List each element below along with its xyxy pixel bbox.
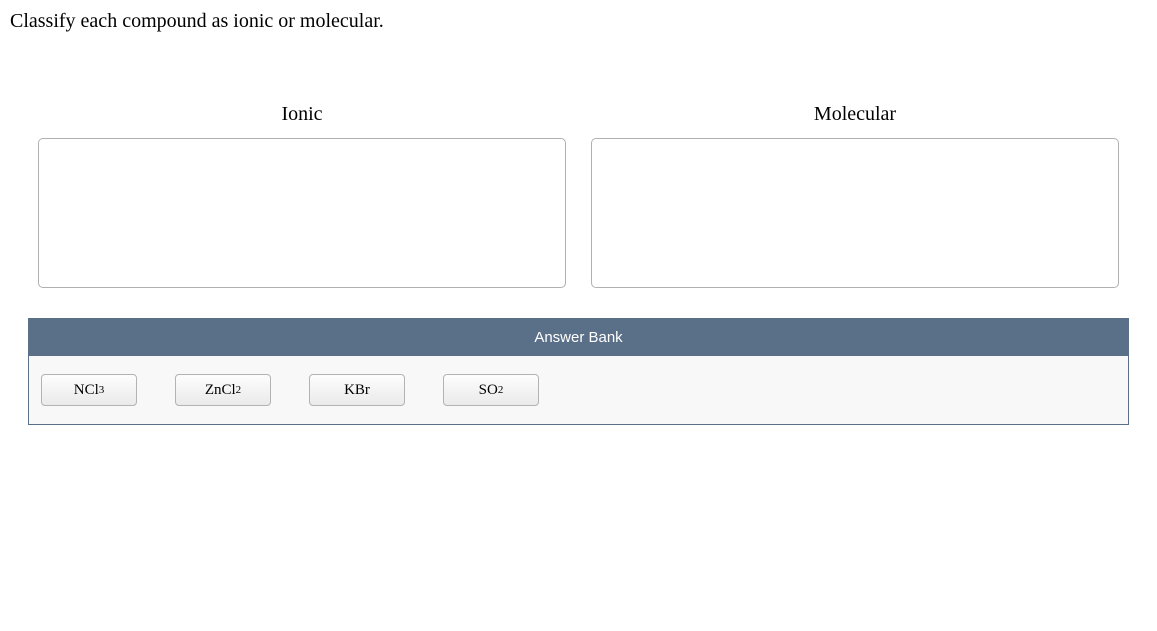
compound-chip[interactable]: NCl3 <box>41 374 137 406</box>
compound-chip[interactable]: SO2 <box>443 374 539 406</box>
ionic-label: Ionic <box>281 103 322 126</box>
chip-formula-base: ZnCl <box>205 382 236 399</box>
chip-formula-base: NCl <box>74 382 99 399</box>
answer-bank-body: NCl3 ZnCl2 KBr SO2 <box>29 356 1128 424</box>
chip-formula-sub: 3 <box>99 385 105 396</box>
answer-bank-header: Answer Bank <box>29 319 1128 356</box>
molecular-drop-zone[interactable] <box>591 138 1119 288</box>
compound-chip[interactable]: ZnCl2 <box>175 374 271 406</box>
chip-formula-base: SO <box>479 382 498 399</box>
question-text: Classify each compound as ionic or molec… <box>10 10 1147 33</box>
molecular-label: Molecular <box>814 103 896 126</box>
chip-formula-base: KBr <box>344 382 370 399</box>
ionic-column: Ionic <box>38 103 566 288</box>
drop-zones-container: Ionic Molecular <box>10 103 1147 288</box>
compound-chip[interactable]: KBr <box>309 374 405 406</box>
chip-formula-sub: 2 <box>498 385 504 396</box>
molecular-column: Molecular <box>591 103 1119 288</box>
answer-bank: Answer Bank NCl3 ZnCl2 KBr SO2 <box>28 318 1129 425</box>
ionic-drop-zone[interactable] <box>38 138 566 288</box>
chip-formula-sub: 2 <box>236 385 242 396</box>
